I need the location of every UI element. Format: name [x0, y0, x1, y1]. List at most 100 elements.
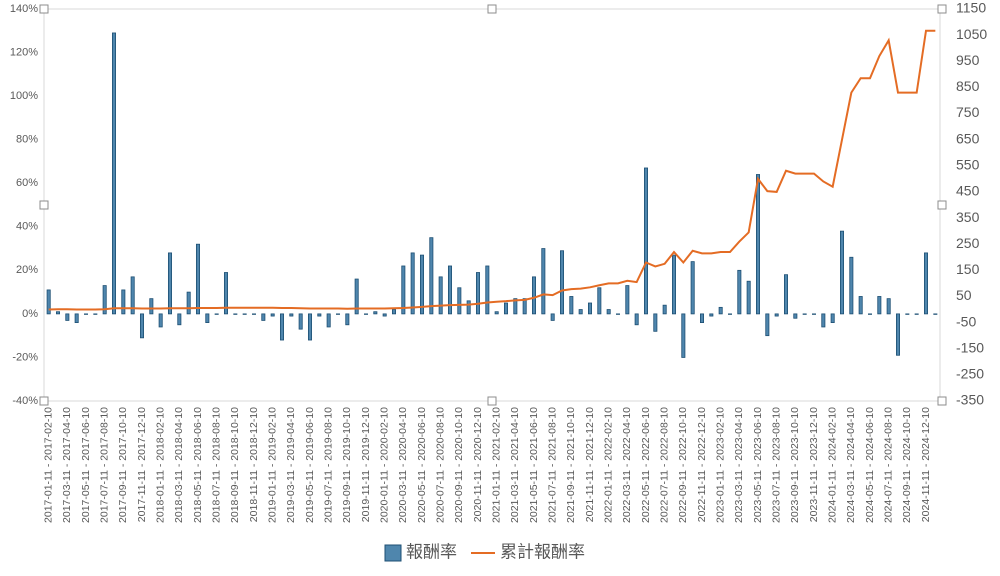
- bar: [560, 250, 565, 315]
- handle: [487, 396, 497, 406]
- y-tick-label: -40%: [12, 395, 38, 407]
- bar: [905, 313, 910, 315]
- bar: [149, 298, 154, 315]
- legend-label: 報酬率: [406, 542, 457, 561]
- x-tick-label: 2018-07-11 - 2018-08-10: [210, 407, 222, 523]
- x-tick-label: 2023-11-11 - 2023-12-10: [808, 407, 820, 522]
- bar: [326, 313, 331, 328]
- handle: [39, 200, 49, 210]
- bar: [93, 313, 98, 315]
- bar: [46, 289, 51, 315]
- bar: [438, 276, 443, 315]
- x-tick-label: 2023-07-11 - 2023-08-10: [770, 407, 782, 523]
- bar: [709, 313, 714, 317]
- y-tick-label: 120%: [10, 46, 38, 58]
- bar: [102, 285, 107, 315]
- bar: [130, 276, 135, 315]
- bar: [588, 302, 593, 315]
- y2-tick-label: -350: [956, 392, 984, 408]
- bar: [298, 313, 303, 330]
- y-tick-label: 60%: [16, 177, 38, 189]
- bar: [363, 313, 368, 315]
- bar: [158, 313, 163, 328]
- x-tick-label: 2022-05-11 - 2022-06-10: [640, 407, 652, 523]
- bar: [840, 230, 845, 315]
- x-tick-label: 2022-07-11 - 2022-08-10: [658, 407, 670, 523]
- x-tick-label: 2023-03-11 - 2023-04-10: [733, 407, 745, 523]
- bar: [793, 313, 798, 319]
- bar: [503, 302, 508, 315]
- x-tick-label: 2021-09-11 - 2021-10-10: [565, 407, 577, 523]
- x-tick-label: 2020-11-11 - 2020-12-10: [472, 407, 484, 522]
- x-tick-label: 2020-05-11 - 2020-06-10: [416, 407, 428, 523]
- x-tick-label: 2022-09-11 - 2022-10-10: [677, 407, 689, 523]
- x-tick-label: 2018-01-11 - 2018-02-10: [154, 407, 166, 523]
- bar: [317, 313, 322, 317]
- bar: [382, 313, 387, 317]
- bar: [391, 309, 396, 315]
- bar: [65, 313, 70, 321]
- bar: [541, 248, 546, 315]
- bar: [616, 313, 621, 315]
- bar: [653, 313, 658, 332]
- x-tick-label: 2021-07-11 - 2021-08-10: [546, 407, 558, 523]
- x-tick-label: 2019-05-11 - 2019-06-10: [304, 407, 316, 523]
- bar: [933, 313, 938, 315]
- handle: [39, 396, 49, 406]
- bar: [756, 174, 761, 315]
- bar: [485, 265, 490, 315]
- y-tick-label: -20%: [12, 351, 38, 363]
- x-tick-label: 2017-01-11 - 2017-02-10: [42, 407, 54, 523]
- bar: [139, 313, 144, 339]
- bar: [644, 167, 649, 315]
- bar: [802, 313, 807, 315]
- y2-tick-label: 650: [956, 130, 980, 146]
- x-tick-label: 2021-11-11 - 2021-12-10: [584, 407, 596, 522]
- bar: [186, 291, 191, 315]
- y2-tick-label: 850: [956, 78, 980, 94]
- x-tick-label: 2024-09-11 - 2024-10-10: [901, 407, 913, 523]
- x-tick-label: 2024-01-11 - 2024-02-10: [826, 407, 838, 523]
- bar: [625, 285, 630, 315]
- y-tick-label: 100%: [10, 90, 38, 102]
- bar: [718, 306, 723, 315]
- plot-border: [43, 8, 941, 402]
- bar: [74, 313, 79, 323]
- x-tick-label: 2023-09-11 - 2023-10-10: [789, 407, 801, 523]
- bar: [401, 265, 406, 315]
- bar: [522, 298, 527, 315]
- x-tick-label: 2021-03-11 - 2021-04-10: [509, 407, 521, 523]
- bar: [662, 304, 667, 315]
- bar: [858, 296, 863, 315]
- y2-tick-label: 250: [956, 235, 980, 251]
- bar: [868, 313, 873, 315]
- bar: [690, 261, 695, 315]
- bar: [494, 311, 499, 315]
- bar: [569, 296, 574, 315]
- bar: [410, 252, 415, 315]
- bar: [877, 296, 882, 315]
- bar: [195, 243, 200, 315]
- bar: [177, 313, 182, 326]
- x-tick-label: 2023-01-11 - 2023-02-10: [714, 407, 726, 523]
- x-tick-label: 2024-07-11 - 2024-08-10: [882, 407, 894, 523]
- x-tick-label: 2020-03-11 - 2020-04-10: [397, 407, 409, 523]
- bar: [457, 287, 462, 315]
- bar: [784, 274, 789, 315]
- x-tick-label: 2018-11-11 - 2018-12-10: [248, 407, 260, 522]
- y2-tick-label: 450: [956, 183, 980, 199]
- selection-handles: [39, 4, 947, 406]
- bar: [354, 278, 359, 315]
- bar: [550, 313, 555, 321]
- bar: [606, 309, 611, 315]
- y2-tick-label: 1050: [956, 26, 987, 42]
- bar: [896, 313, 901, 356]
- x-tick-label: 2024-05-11 - 2024-06-10: [864, 407, 876, 523]
- y2-tick-label: -150: [956, 339, 984, 355]
- line: [48, 29, 936, 311]
- y2-tick-label: 350: [956, 209, 980, 225]
- bar: [205, 313, 210, 323]
- bar: [242, 313, 247, 315]
- handle: [487, 4, 497, 14]
- x-tick-label: 2017-07-11 - 2017-08-10: [98, 407, 110, 523]
